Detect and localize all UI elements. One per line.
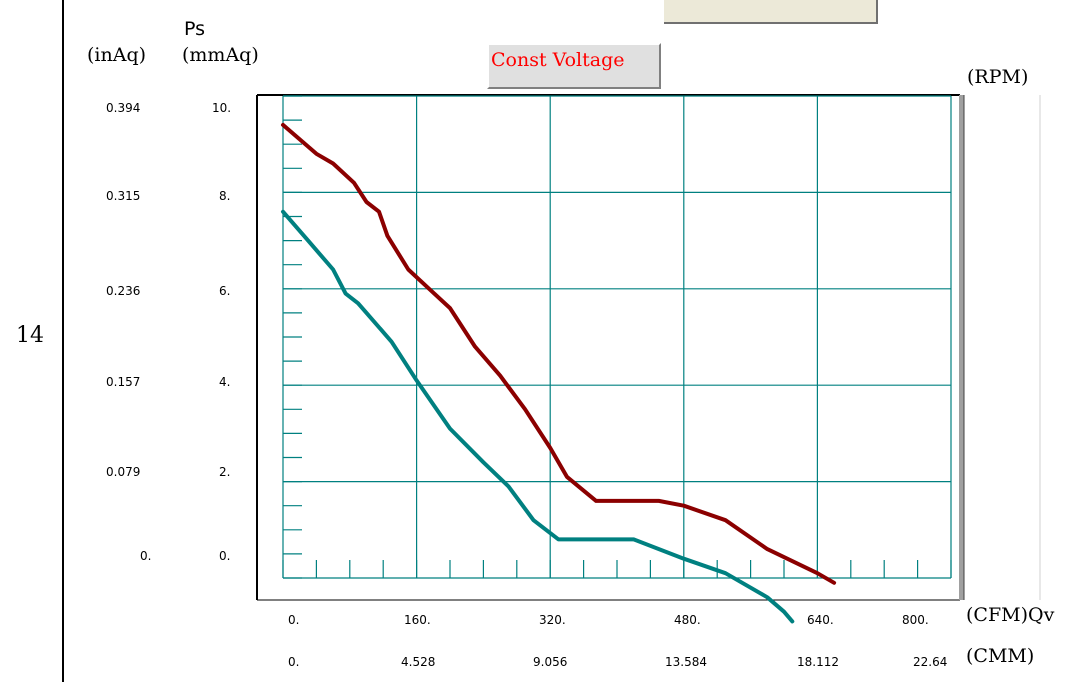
x-tick-cfm: 320. xyxy=(539,613,566,627)
cmm-unit-label: (CMM) xyxy=(966,645,1035,667)
x-tick-cmm: 9.056 xyxy=(533,655,568,669)
y-tick-inaq: 0. xyxy=(140,549,152,563)
y-tick-mmaq: 10. xyxy=(212,101,232,115)
y-tick-inaq: 0.236 xyxy=(106,284,141,298)
y-tick-inaq: 0.157 xyxy=(106,375,141,389)
left-divider-line xyxy=(62,0,64,682)
y-tick-mmaq: 4. xyxy=(219,375,231,389)
x-tick-cmm: 0. xyxy=(288,655,300,669)
row-number: 14 xyxy=(16,323,44,348)
inaq-unit-label: (inAq) xyxy=(87,44,147,66)
top-panel-bar xyxy=(664,0,878,24)
rpm-axis-divider xyxy=(959,95,964,600)
ps-axis-symbol: Ps xyxy=(184,18,206,40)
const-voltage-button[interactable]: Const Voltage xyxy=(487,43,661,89)
y-tick-mmaq: 2. xyxy=(219,465,231,479)
x-tick-cmm: 4.528 xyxy=(401,655,436,669)
y-tick-inaq: 0.079 xyxy=(106,465,141,479)
y-tick-mmaq: 6. xyxy=(219,284,231,298)
y-tick-mmaq: 8. xyxy=(219,189,231,203)
x-tick-cmm: 22.64 xyxy=(913,655,948,669)
series-line-2 xyxy=(281,209,795,624)
const-voltage-label: Const Voltage xyxy=(491,49,625,71)
x-tick-cfm: 160. xyxy=(404,613,431,627)
x-tick-cfm: 800. xyxy=(902,613,929,627)
y-tick-mmaq: 0. xyxy=(219,549,231,563)
y-tick-inaq: 0.394 xyxy=(106,101,141,115)
x-tick-cfm: 640. xyxy=(807,613,834,627)
x-tick-cmm: 13.584 xyxy=(665,655,707,669)
series-line-1 xyxy=(281,122,837,585)
x-tick-cmm: 18.112 xyxy=(797,655,839,669)
y-tick-inaq: 0.315 xyxy=(106,189,141,203)
mmaq-unit-label: (mmAq) xyxy=(182,44,259,66)
cfm-unit-label: (CFM)Qv xyxy=(966,604,1055,626)
x-tick-cfm: 0. xyxy=(288,613,300,627)
rpm-unit-label: (RPM) xyxy=(967,66,1029,88)
x-tick-cfm: 480. xyxy=(674,613,701,627)
